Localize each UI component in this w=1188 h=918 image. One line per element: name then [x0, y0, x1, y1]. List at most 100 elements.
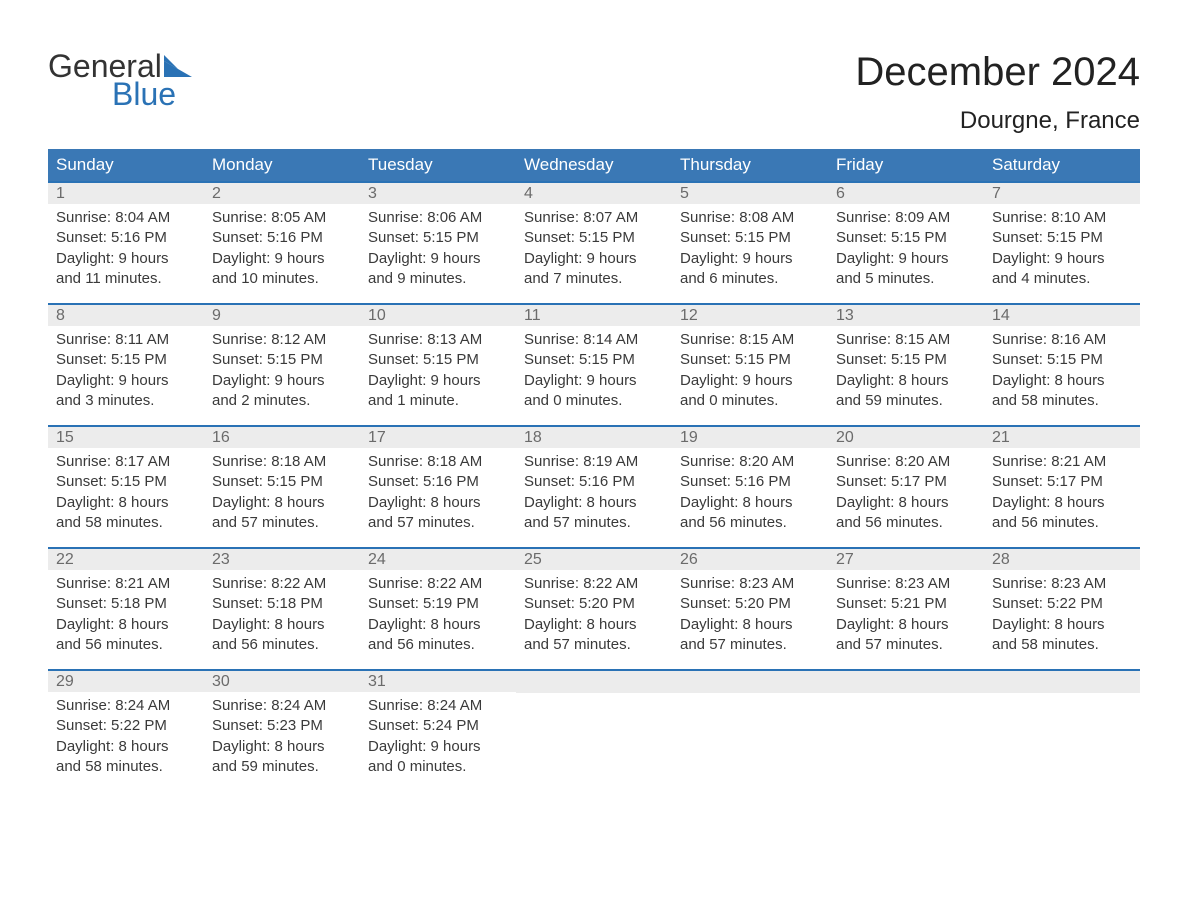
sunset-text: Sunset: 5:15 PM [56, 472, 196, 492]
day-cell: 22Sunrise: 8:21 AMSunset: 5:18 PMDayligh… [48, 549, 204, 669]
day-number: 7 [984, 183, 1140, 204]
day-cell: 10Sunrise: 8:13 AMSunset: 5:15 PMDayligh… [360, 305, 516, 425]
daylight-line2: and 56 minutes. [368, 635, 508, 655]
sunset-text: Sunset: 5:15 PM [836, 350, 976, 370]
daylight-line1: Daylight: 8 hours [680, 493, 820, 513]
day-cell [984, 671, 1140, 791]
day-body [672, 693, 828, 773]
sunrise-text: Sunrise: 8:16 AM [992, 330, 1132, 350]
header-row: General Blue December 2024 Dourgne, Fran… [48, 50, 1140, 135]
day-number: 15 [48, 427, 204, 448]
day-body: Sunrise: 8:04 AMSunset: 5:16 PMDaylight:… [48, 204, 204, 295]
sunset-text: Sunset: 5:16 PM [680, 472, 820, 492]
dayheader-monday: Monday [204, 149, 360, 181]
daylight-line1: Daylight: 8 hours [368, 493, 508, 513]
day-cell: 4Sunrise: 8:07 AMSunset: 5:15 PMDaylight… [516, 183, 672, 303]
daylight-line1: Daylight: 9 hours [56, 371, 196, 391]
daylight-line2: and 56 minutes. [836, 513, 976, 533]
daylight-line2: and 0 minutes. [524, 391, 664, 411]
daylight-line1: Daylight: 8 hours [836, 615, 976, 635]
day-cell: 3Sunrise: 8:06 AMSunset: 5:15 PMDaylight… [360, 183, 516, 303]
daylight-line1: Daylight: 8 hours [56, 493, 196, 513]
sunset-text: Sunset: 5:16 PM [212, 228, 352, 248]
day-header-row: Sunday Monday Tuesday Wednesday Thursday… [48, 149, 1140, 181]
day-body: Sunrise: 8:22 AMSunset: 5:20 PMDaylight:… [516, 570, 672, 661]
day-cell: 5Sunrise: 8:08 AMSunset: 5:15 PMDaylight… [672, 183, 828, 303]
day-cell: 28Sunrise: 8:23 AMSunset: 5:22 PMDayligh… [984, 549, 1140, 669]
day-cell: 12Sunrise: 8:15 AMSunset: 5:15 PMDayligh… [672, 305, 828, 425]
daylight-line2: and 57 minutes. [368, 513, 508, 533]
daylight-line2: and 4 minutes. [992, 269, 1132, 289]
day-body: Sunrise: 8:23 AMSunset: 5:21 PMDaylight:… [828, 570, 984, 661]
sunrise-text: Sunrise: 8:22 AM [524, 574, 664, 594]
sunrise-text: Sunrise: 8:18 AM [368, 452, 508, 472]
day-body: Sunrise: 8:13 AMSunset: 5:15 PMDaylight:… [360, 326, 516, 417]
day-cell: 13Sunrise: 8:15 AMSunset: 5:15 PMDayligh… [828, 305, 984, 425]
day-cell: 15Sunrise: 8:17 AMSunset: 5:15 PMDayligh… [48, 427, 204, 547]
day-cell: 19Sunrise: 8:20 AMSunset: 5:16 PMDayligh… [672, 427, 828, 547]
sunrise-text: Sunrise: 8:20 AM [836, 452, 976, 472]
logo-word2: Blue [112, 78, 192, 110]
week-row: 8Sunrise: 8:11 AMSunset: 5:15 PMDaylight… [48, 303, 1140, 425]
day-cell: 7Sunrise: 8:10 AMSunset: 5:15 PMDaylight… [984, 183, 1140, 303]
day-body: Sunrise: 8:09 AMSunset: 5:15 PMDaylight:… [828, 204, 984, 295]
day-cell: 6Sunrise: 8:09 AMSunset: 5:15 PMDaylight… [828, 183, 984, 303]
day-number [828, 671, 984, 693]
dayheader-wednesday: Wednesday [516, 149, 672, 181]
daylight-line1: Daylight: 8 hours [212, 615, 352, 635]
day-body: Sunrise: 8:15 AMSunset: 5:15 PMDaylight:… [672, 326, 828, 417]
day-cell [672, 671, 828, 791]
daylight-line1: Daylight: 9 hours [56, 249, 196, 269]
day-cell: 21Sunrise: 8:21 AMSunset: 5:17 PMDayligh… [984, 427, 1140, 547]
day-body [828, 693, 984, 773]
daylight-line1: Daylight: 8 hours [680, 615, 820, 635]
day-cell: 14Sunrise: 8:16 AMSunset: 5:15 PMDayligh… [984, 305, 1140, 425]
day-number: 9 [204, 305, 360, 326]
sunset-text: Sunset: 5:16 PM [368, 472, 508, 492]
daylight-line1: Daylight: 9 hours [212, 371, 352, 391]
day-number: 14 [984, 305, 1140, 326]
sunset-text: Sunset: 5:15 PM [992, 228, 1132, 248]
day-number: 5 [672, 183, 828, 204]
day-body [984, 693, 1140, 773]
day-number: 12 [672, 305, 828, 326]
daylight-line1: Daylight: 8 hours [524, 493, 664, 513]
daylight-line2: and 56 minutes. [680, 513, 820, 533]
daylight-line1: Daylight: 9 hours [992, 249, 1132, 269]
sunset-text: Sunset: 5:17 PM [836, 472, 976, 492]
day-body: Sunrise: 8:20 AMSunset: 5:16 PMDaylight:… [672, 448, 828, 539]
daylight-line2: and 56 minutes. [212, 635, 352, 655]
sunrise-text: Sunrise: 8:23 AM [992, 574, 1132, 594]
day-cell: 9Sunrise: 8:12 AMSunset: 5:15 PMDaylight… [204, 305, 360, 425]
sunrise-text: Sunrise: 8:15 AM [680, 330, 820, 350]
daylight-line2: and 3 minutes. [56, 391, 196, 411]
day-number: 3 [360, 183, 516, 204]
sunrise-text: Sunrise: 8:24 AM [212, 696, 352, 716]
day-number: 24 [360, 549, 516, 570]
month-title: December 2024 [855, 50, 1140, 95]
daylight-line2: and 57 minutes. [836, 635, 976, 655]
daylight-line1: Daylight: 8 hours [992, 493, 1132, 513]
day-cell: 8Sunrise: 8:11 AMSunset: 5:15 PMDaylight… [48, 305, 204, 425]
daylight-line2: and 6 minutes. [680, 269, 820, 289]
day-cell: 23Sunrise: 8:22 AMSunset: 5:18 PMDayligh… [204, 549, 360, 669]
day-body [516, 693, 672, 773]
daylight-line2: and 57 minutes. [524, 513, 664, 533]
dayheader-saturday: Saturday [984, 149, 1140, 181]
dayheader-sunday: Sunday [48, 149, 204, 181]
sunrise-text: Sunrise: 8:07 AM [524, 208, 664, 228]
sunset-text: Sunset: 5:15 PM [680, 350, 820, 370]
day-body: Sunrise: 8:16 AMSunset: 5:15 PMDaylight:… [984, 326, 1140, 417]
title-block: December 2024 Dourgne, France [855, 50, 1140, 135]
day-number [516, 671, 672, 693]
daylight-line1: Daylight: 9 hours [524, 249, 664, 269]
sunrise-text: Sunrise: 8:22 AM [212, 574, 352, 594]
sunrise-text: Sunrise: 8:21 AM [56, 574, 196, 594]
daylight-line1: Daylight: 8 hours [368, 615, 508, 635]
day-cell: 26Sunrise: 8:23 AMSunset: 5:20 PMDayligh… [672, 549, 828, 669]
daylight-line2: and 9 minutes. [368, 269, 508, 289]
sunset-text: Sunset: 5:21 PM [836, 594, 976, 614]
day-body: Sunrise: 8:19 AMSunset: 5:16 PMDaylight:… [516, 448, 672, 539]
sunrise-text: Sunrise: 8:18 AM [212, 452, 352, 472]
sunset-text: Sunset: 5:22 PM [56, 716, 196, 736]
